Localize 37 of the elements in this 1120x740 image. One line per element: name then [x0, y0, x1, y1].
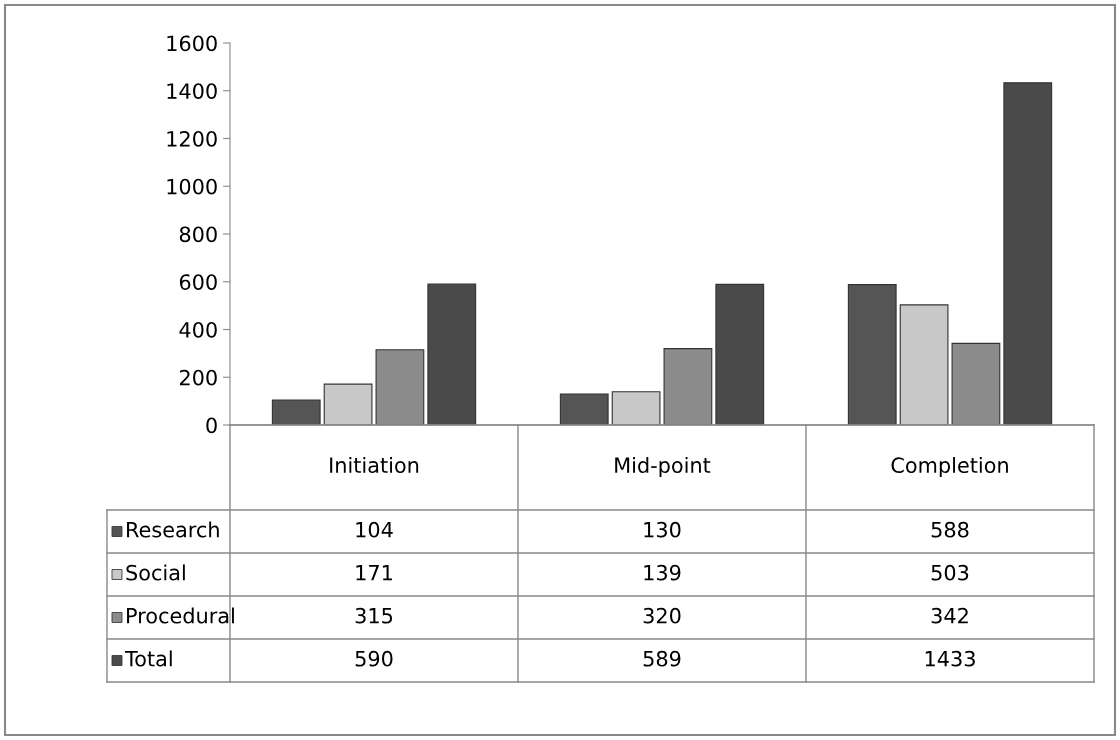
bar [271, 399, 321, 425]
legend-label: Research [127, 521, 219, 538]
data-label: 503 [931, 564, 969, 581]
bar [427, 283, 477, 425]
bar [323, 383, 373, 425]
data-label: 589 [643, 650, 681, 667]
y-tick-label: 1400 [167, 83, 217, 99]
y-tick-label: 800 [179, 226, 217, 243]
data-label: 139 [644, 564, 681, 581]
y-tick-label: 1000 [167, 178, 217, 195]
y-tick-label: 200 [179, 369, 217, 386]
legend-label: Social [126, 564, 185, 581]
y-tick-label: 1600 [167, 35, 217, 52]
bar [1003, 82, 1053, 425]
legend-label: Procedural [127, 607, 234, 624]
data-label: 320 [643, 607, 681, 624]
bar [611, 391, 661, 425]
bar [715, 283, 765, 425]
y-tick-label: 600 [179, 274, 217, 290]
x-tick-label: Initiation [330, 456, 419, 474]
data-label: 342 [931, 607, 968, 624]
data-label: 590 [355, 650, 393, 667]
legend-label: Total [124, 650, 172, 667]
data-label: 315 [355, 607, 393, 624]
bar [559, 393, 609, 425]
y-tick-label: 1200 [167, 130, 217, 147]
y-tick-label: 0 [206, 417, 217, 434]
data-label: 1433 [925, 650, 975, 667]
bar [847, 284, 897, 425]
data-label: 171 [356, 565, 392, 581]
data-label: 588 [931, 521, 969, 538]
data-label: 130 [644, 521, 681, 538]
data-label: 104 [356, 521, 393, 538]
x-tick-label: Mid-point [615, 456, 711, 478]
bar [899, 304, 949, 425]
x-tick-label: Completion [891, 456, 1008, 478]
y-tick-label: 400 [179, 321, 217, 338]
